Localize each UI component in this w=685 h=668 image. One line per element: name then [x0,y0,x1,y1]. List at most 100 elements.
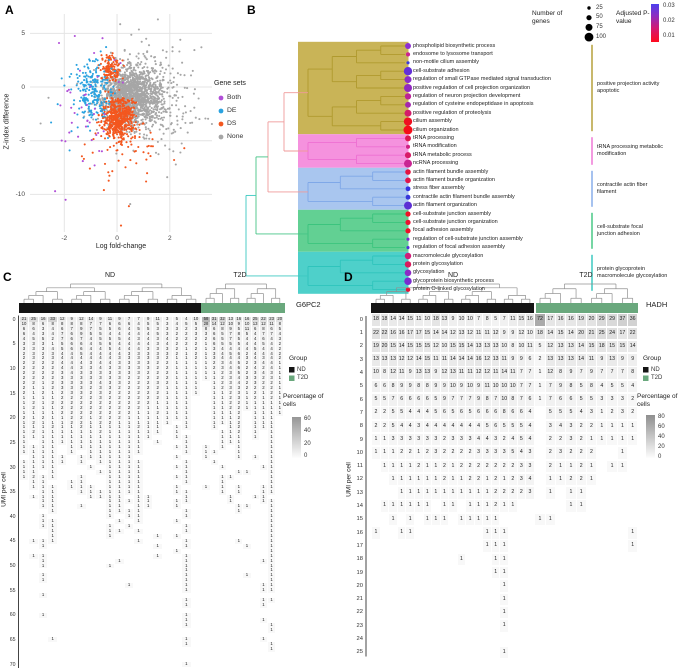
heatmap-cell: 1 [20,460,29,465]
heatmap-cell: 3 [517,473,526,486]
heatmap-cell: 3 [38,326,48,332]
heatmap-cell: 2 [243,351,251,357]
heatmap-cell: 1 [125,465,134,470]
heatmap-cell: 3 [172,326,182,332]
heatmap-cell: 14 [500,367,509,379]
heatmap-cell: 3 [483,447,491,459]
row-label: 5 [12,341,16,348]
heatmap-cell: 1 [268,534,275,539]
heatmap-cell: 4 [67,366,77,372]
heatmap-cell: 1 [173,401,182,406]
heatmap-cell: 2 [457,447,466,459]
heatmap-cell: 4 [235,376,243,382]
heatmap-cell: 1 [211,406,218,411]
heatmap-cell: 10 [500,394,509,406]
heatmap-cell: 1 [39,613,48,618]
heatmap-cell: 2 [235,415,243,421]
heatmap-cell: 6 [509,407,517,419]
heatmap-cell: 1 [587,474,596,486]
heatmap-cell: 3 [143,346,153,352]
heatmap-cell: 2 [153,410,162,416]
heatmap-cell: 1 [483,527,491,539]
size-legend-value: 50 [596,14,603,21]
heatmap-cell: 1 [48,465,57,470]
heatmap-cell: 1 [48,485,57,490]
heatmap-cell: 1 [500,594,508,606]
heatmap-cell: 5 [372,394,380,406]
heatmap-cell: 2 [414,460,423,473]
heatmap-cell: 1 [39,490,48,495]
heatmap-cell: 2 [210,361,218,367]
heatmap-cell: 5 [134,326,143,332]
heatmap-cell: 4 [268,336,276,342]
heatmap-cell: 4 [259,351,267,357]
heatmap-cell: 6 [38,321,48,327]
row-label: 25 [9,439,16,446]
heatmap-cell: 1 [115,509,124,514]
heatmap-cell: 2 [276,341,284,347]
heatmap-cell: 17 [545,314,555,326]
heatmap-cell: 2 [586,420,597,433]
heatmap-cell: 2 [134,400,143,406]
heatmap-cell: 2 [251,395,259,401]
heatmap-cell: 16 [474,354,483,366]
heatmap-cell: 3 [251,361,259,367]
heatmap-cell: 1 [48,519,57,524]
heatmap-cell: 1 [182,642,191,647]
go-term-label: cilium organization [413,126,459,133]
heatmap-cell: 2 [268,381,276,387]
heatmap-cell: 1 [77,430,86,435]
heatmap-cell: 1 [492,554,500,566]
heatmap-cell: 1 [432,514,440,526]
heatmap-cell: 2 [235,405,243,411]
heatmap-cell: 4 [86,341,96,347]
heatmap-cell: 6 [526,394,534,406]
heatmap-cell: 4 [29,331,38,337]
heatmap-cell: 1 [173,366,182,371]
go-term-dot [404,252,412,260]
heatmap-cell: 3 [210,356,218,362]
heatmap-cell: 5 [500,420,509,433]
heatmap-cell: 12 [77,317,86,322]
heatmap-cell: 4 [555,420,566,433]
heatmap-cell: 2 [182,336,191,342]
heatmap-cell: 2 [134,386,143,391]
heatmap-cell: 5 [218,336,226,342]
heatmap-cell: 7 [517,394,526,406]
heatmap-cell: 1 [192,386,201,391]
heatmap-cell: 4 [48,331,57,337]
heatmap-cell: 14 [397,314,406,326]
heatmap-cell: 2 [105,420,115,426]
group-swatch-ND [643,367,649,373]
heatmap-cell: 5 [105,326,115,332]
heatmap-cell: 1 [227,411,234,416]
heatmap-cell: 1 [424,487,432,499]
heatmap-cell: 1 [87,421,96,426]
heatmap-cell: 3 [526,487,534,499]
heatmap-cell: 1 [182,440,191,445]
group-bar-t2d [201,303,285,313]
heatmap-cell: 1 [192,366,201,371]
heatmap-cell: 1 [268,475,275,480]
heatmap-cell: 20 [586,314,597,326]
heatmap-cell: 12 [483,354,491,366]
group-legend-title-c: Group [289,355,308,362]
heatmap-cell: 14 [440,327,449,340]
heatmap-cell: 3 [38,341,48,347]
heatmap-cell: 4 [105,331,115,337]
heatmap-cell: 3 [162,351,172,357]
heatmap-cell: 1 [182,662,191,667]
heatmap-cell: 1 [48,637,57,642]
heatmap-cell: 2 [143,390,153,396]
heatmap-cell: 1 [276,366,283,371]
heatmap-cell: 7 [86,326,96,332]
heatmap-cell: 1 [192,376,201,381]
heatmap-cell: 1 [106,504,115,509]
heatmap-cell: 2 [19,390,29,396]
heatmap-cell: 2 [607,407,617,419]
heatmap-cell: 1 [125,440,134,445]
heatmap-cell: 2 [77,420,86,426]
heatmap-cell: 1 [20,445,29,450]
heatmap-cell: 13 [251,321,259,327]
heatmap-cell: 2 [162,356,172,362]
